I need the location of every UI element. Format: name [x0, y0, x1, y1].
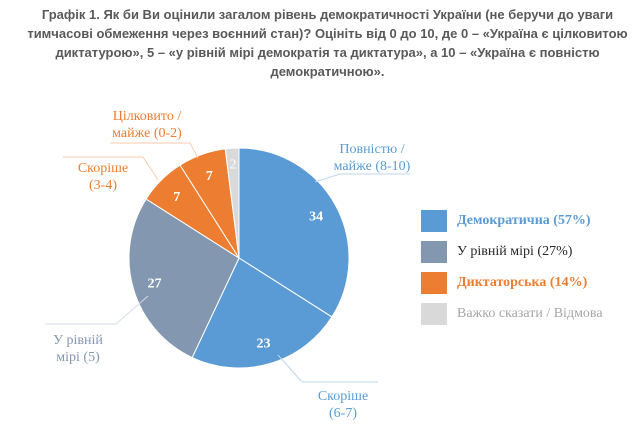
slice-label-s4: Цілковито / майже (0-2)	[112, 109, 182, 141]
legend-swatch	[421, 241, 447, 263]
pie-slice-2	[128, 198, 240, 359]
slice-label-s2: У рівній мірі (5)	[53, 333, 103, 365]
data-label-2: 27	[147, 277, 161, 292]
legend-swatch	[421, 210, 447, 232]
pie-slice-0	[238, 147, 350, 318]
leader-line-s3	[63, 156, 159, 181]
pie-slice-1	[191, 257, 333, 369]
legend-label: Демократична (57%)	[457, 213, 591, 228]
legend-item-3: Важко сказати / Відмова	[421, 303, 603, 325]
legend-label: Диктаторська (14%)	[457, 275, 588, 290]
data-label-3: 7	[173, 190, 180, 205]
data-label-4: 7	[206, 169, 213, 184]
leader-line-s2	[45, 295, 149, 325]
legend-item-0: Демократична (57%)	[421, 210, 603, 232]
slice-label-s3: Скоріше (3-4)	[78, 161, 128, 193]
chart-title: Графік 1. Як би Ви оцінили загалом рівен…	[27, 7, 628, 79]
leader-line-s4	[110, 142, 199, 159]
legend-label: У рівній мірі (27%)	[457, 244, 573, 259]
leader-line-s0	[314, 173, 410, 183]
leader-line-s1	[277, 354, 378, 383]
data-label-5: 2	[230, 158, 237, 173]
leader-lines	[45, 142, 410, 383]
legend-swatch	[421, 303, 447, 325]
legend: Демократична (57%) У рівній мірі (27%) Дик…	[421, 210, 603, 334]
data-label-0: 34	[309, 210, 323, 225]
legend-label: Важко сказати / Відмова	[457, 306, 603, 321]
data-label-1: 23	[257, 337, 271, 352]
legend-swatch	[421, 272, 447, 294]
legend-item-1: У рівній мірі (27%)	[421, 241, 603, 263]
slice-label-s1: Скоріше (6-7)	[318, 389, 368, 421]
slice-label-s0: Повністю / майже (8-10)	[334, 142, 411, 174]
legend-item-2: Диктаторська (14%)	[421, 272, 603, 294]
pie-slice-5	[224, 147, 240, 259]
